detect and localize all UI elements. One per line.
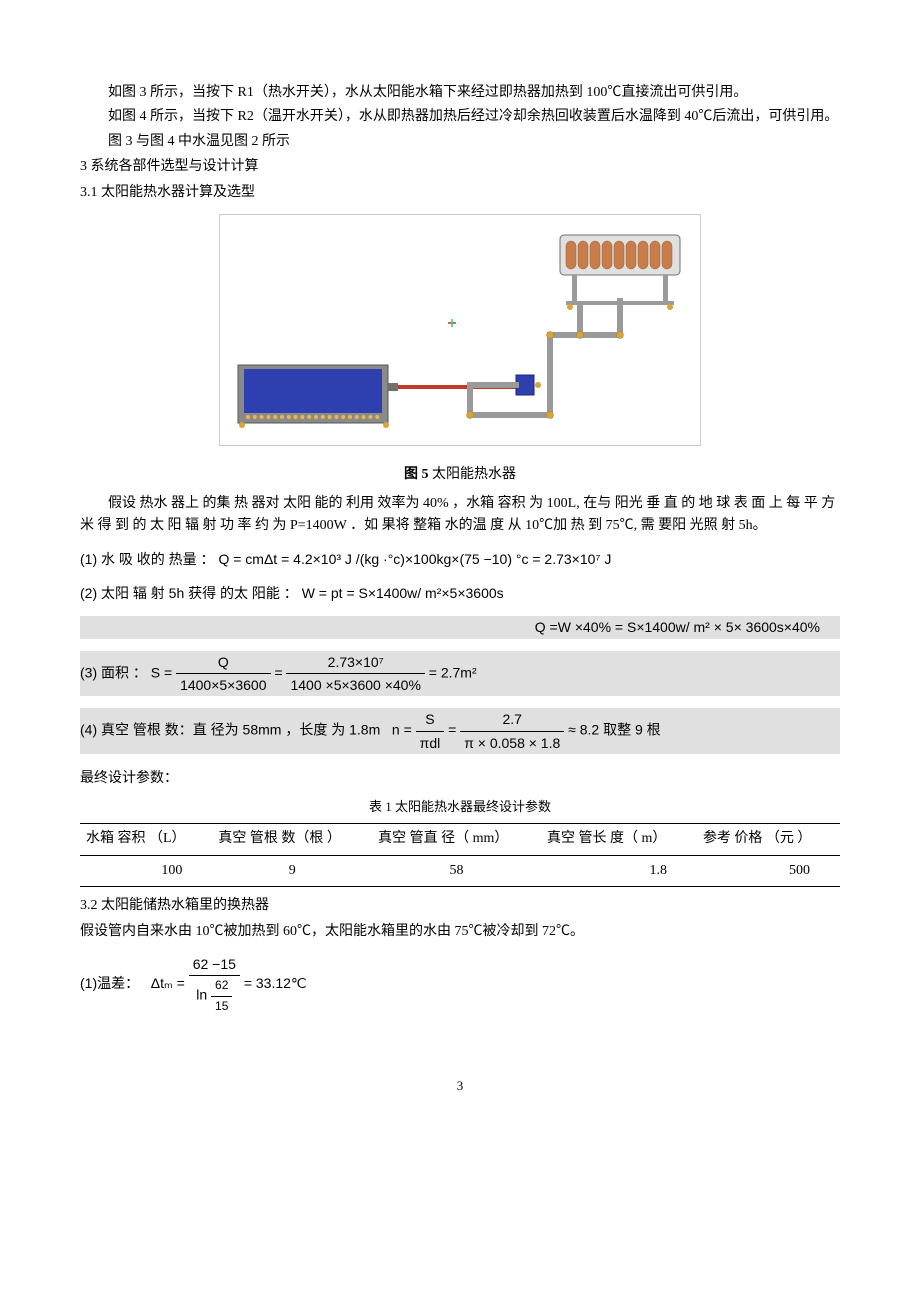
equation-4-den2: π × 0.058 × 1.8 bbox=[460, 732, 564, 754]
table-1-cell-0-1: 9 bbox=[212, 855, 372, 886]
figure-5-title: 太阳能热水器 bbox=[429, 467, 517, 482]
equation-5-ln: ln bbox=[196, 987, 207, 1003]
equation-5-label: (1)温差： bbox=[80, 975, 139, 991]
equation-2: (2) 太阳 辐 射 5h 获得 的太 阳能 ： W = pt = S×1400… bbox=[80, 582, 840, 604]
section-3-1-heading: 3.1 太阳能热水器计算及选型 bbox=[80, 182, 840, 204]
final-params-label: 最终设计参数： bbox=[80, 768, 840, 790]
table-1-caption: 表 1 太阳能热水器最终设计参数 bbox=[80, 797, 840, 818]
equation-4-eq: = bbox=[448, 722, 456, 738]
figure-5-svg bbox=[219, 214, 701, 446]
para-r2-description: 如图 4 所示，当按下 R2（温开水开关），水从即热器加热后经过冷却余热回收装置… bbox=[80, 106, 840, 128]
equation-3: (3) 面积 ： S = Q 1400×5×3600 = 2.73×10⁷ 14… bbox=[80, 651, 840, 697]
equation-5-lhs: Δtₘ = bbox=[151, 975, 185, 991]
equation-4-num1: S bbox=[416, 708, 445, 731]
section-3-heading: 3 系统各部件选型与设计计算 bbox=[80, 156, 840, 178]
table-1-col-4: 参考 价格 （元 ） bbox=[697, 824, 840, 855]
equation-5-den: ln 62 15 bbox=[189, 976, 240, 1015]
table-1-cell-0-0: 100 bbox=[80, 855, 212, 886]
table-1-col-3: 真空 管长 度（ m） bbox=[541, 824, 697, 855]
equation-2-body: W = pt = S×1400w/ m²×5×3600s bbox=[302, 585, 504, 601]
equation-3-eq: = bbox=[274, 664, 282, 680]
section-3-2-heading: 3.2 太阳能储热水箱里的换热器 bbox=[80, 895, 840, 917]
equation-3-den1: 1400×5×3600 bbox=[176, 674, 270, 696]
equation-3-rhs: = 2.7m² bbox=[429, 664, 477, 680]
equation-3-frac2: 2.73×10⁷ 1400 ×5×3600 ×40% bbox=[286, 651, 424, 697]
equation-1: (1) 水 吸 收的 热量 ： Q = cmΔt = 4.2×10³ J /(k… bbox=[80, 548, 840, 570]
equation-4-rhs: ≈ 8.2 取整 9 根 bbox=[568, 722, 661, 738]
equation-4-num2: 2.7 bbox=[460, 708, 564, 731]
equation-3-label: (3) 面积 ： bbox=[80, 664, 147, 680]
equation-3-den2: 1400 ×5×3600 ×40% bbox=[286, 674, 424, 696]
equation-1-label: (1) 水 吸 收的 热量 ： bbox=[80, 551, 215, 567]
equation-3-frac1: Q 1400×5×3600 bbox=[176, 651, 270, 697]
equation-5-inner-num: 62 bbox=[211, 976, 232, 996]
equation-4-label: (4) 真空 管根 数：直 径为 58mm ，长度 为 1.8m bbox=[80, 722, 380, 738]
equation-5-inner-den: 15 bbox=[211, 997, 232, 1016]
equation-4: (4) 真空 管根 数：直 径为 58mm ，长度 为 1.8m n = S π… bbox=[80, 708, 840, 754]
equation-5-frac: 62 −15 ln 62 15 bbox=[189, 953, 240, 1016]
table-1-cell-0-3: 1.8 bbox=[541, 855, 697, 886]
table-1-cell-0-2: 58 bbox=[372, 855, 541, 886]
equation-1-body: Q = cmΔt = 4.2×10³ J /(kg ·°c)×100kg×(75… bbox=[218, 551, 611, 567]
figure-5-container bbox=[80, 214, 840, 454]
equation-4-frac2: 2.7 π × 0.058 × 1.8 bbox=[460, 708, 564, 754]
equation-2b: Q =W ×40% = S×1400w/ m² × 5× 3600s×40% bbox=[80, 616, 840, 638]
equation-5-inner-frac: 62 15 bbox=[211, 976, 232, 1015]
section-3-2-assumption: 假设管内自来水由 10℃被加热到 60℃，太阳能水箱里的水由 75℃被冷却到 7… bbox=[80, 921, 840, 943]
table-1: 水箱 容积 （L） 真空 管根 数（根 ） 真空 管直 径（ mm） 真空 管长… bbox=[80, 823, 840, 887]
equation-2-label: (2) 太阳 辐 射 5h 获得 的太 阳能 ： bbox=[80, 585, 298, 601]
equation-4-lhs: n = bbox=[392, 722, 412, 738]
equation-4-den1: πdl bbox=[416, 732, 445, 754]
table-1-col-2: 真空 管直 径（ mm） bbox=[372, 824, 541, 855]
equation-3-num1: Q bbox=[176, 651, 270, 674]
table-1-col-1: 真空 管根 数（根 ） bbox=[212, 824, 372, 855]
para-fig-ref: 图 3 与图 4 中水温见图 2 所示 bbox=[80, 131, 840, 153]
para-r1-description: 如图 3 所示，当按下 R1（热水开关），水从太阳能水箱下来经过即热器加热到 1… bbox=[80, 82, 840, 104]
equation-3-lhs: S = bbox=[151, 664, 172, 680]
equation-5-num: 62 −15 bbox=[189, 953, 240, 976]
table-1-col-0: 水箱 容积 （L） bbox=[80, 824, 212, 855]
equation-4-frac1: S πdl bbox=[416, 708, 445, 754]
page-number: 3 bbox=[80, 1076, 840, 1097]
equation-5-rhs: = 33.12℃ bbox=[244, 975, 307, 991]
figure-5-number: 图 5 bbox=[404, 467, 429, 482]
equation-5: (1)温差： Δtₘ = 62 −15 ln 62 15 = 33.12℃ bbox=[80, 953, 840, 1016]
equation-3-num2: 2.73×10⁷ bbox=[286, 651, 424, 674]
table-1-cell-0-4: 500 bbox=[697, 855, 840, 886]
table-1-row-0: 100 9 58 1.8 500 bbox=[80, 855, 840, 886]
assumption-paragraph: 假设 热水 器上 的集 热 器对 太阳 能的 利用 效率为 40% ，水箱 容积… bbox=[80, 493, 840, 538]
figure-5-caption: 图 5 太阳能热水器 bbox=[80, 464, 840, 486]
table-1-header-row: 水箱 容积 （L） 真空 管根 数（根 ） 真空 管直 径（ mm） 真空 管长… bbox=[80, 824, 840, 855]
